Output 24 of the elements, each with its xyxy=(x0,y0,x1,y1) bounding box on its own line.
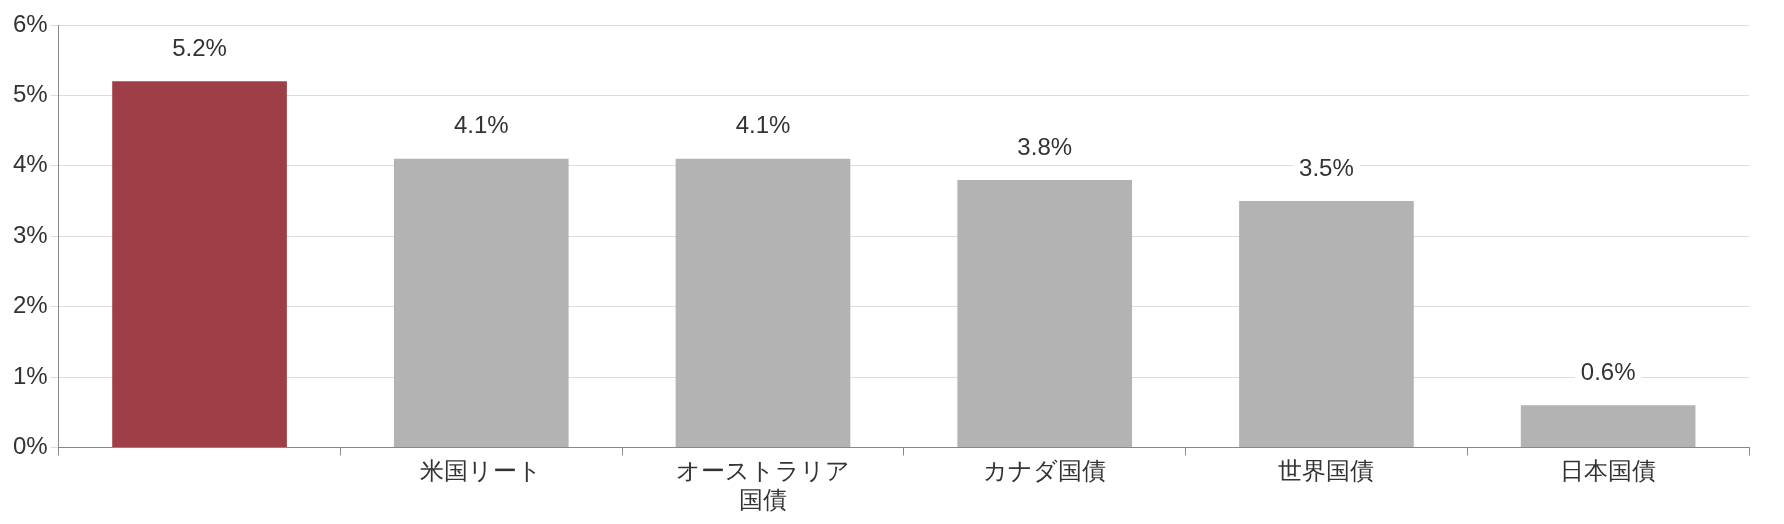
bar xyxy=(112,81,287,447)
y-tick-label: 5% xyxy=(13,80,48,108)
data-label: 4.1% xyxy=(453,111,509,139)
bar xyxy=(957,179,1133,447)
y-tick-label: 6% xyxy=(13,9,48,37)
x-tick-label: オーストラリア国債 xyxy=(675,457,850,514)
bar xyxy=(393,158,569,447)
x-tick-label: 米国リート xyxy=(420,457,543,485)
bar xyxy=(1239,201,1414,447)
bar xyxy=(675,158,851,447)
x-tick-label: 世界国債 xyxy=(1278,457,1375,485)
data-label: 5.2% xyxy=(172,33,227,61)
y-tick-label: 1% xyxy=(13,361,48,389)
data-label: 4.1% xyxy=(735,111,791,139)
y-tick-label: 3% xyxy=(13,220,48,248)
y-tick-label: 4% xyxy=(13,150,48,178)
y-tick-label: 2% xyxy=(13,291,48,319)
x-tick-label: 日本国債 xyxy=(1560,457,1657,485)
data-label: 3.8% xyxy=(1017,132,1073,160)
x-tick-label: カナダ国債 xyxy=(983,457,1107,485)
bar xyxy=(1520,405,1696,447)
y-tick-label: 0% xyxy=(13,432,48,460)
data-label: 0.6% xyxy=(1580,357,1636,385)
data-label: 3.5% xyxy=(1299,153,1354,181)
